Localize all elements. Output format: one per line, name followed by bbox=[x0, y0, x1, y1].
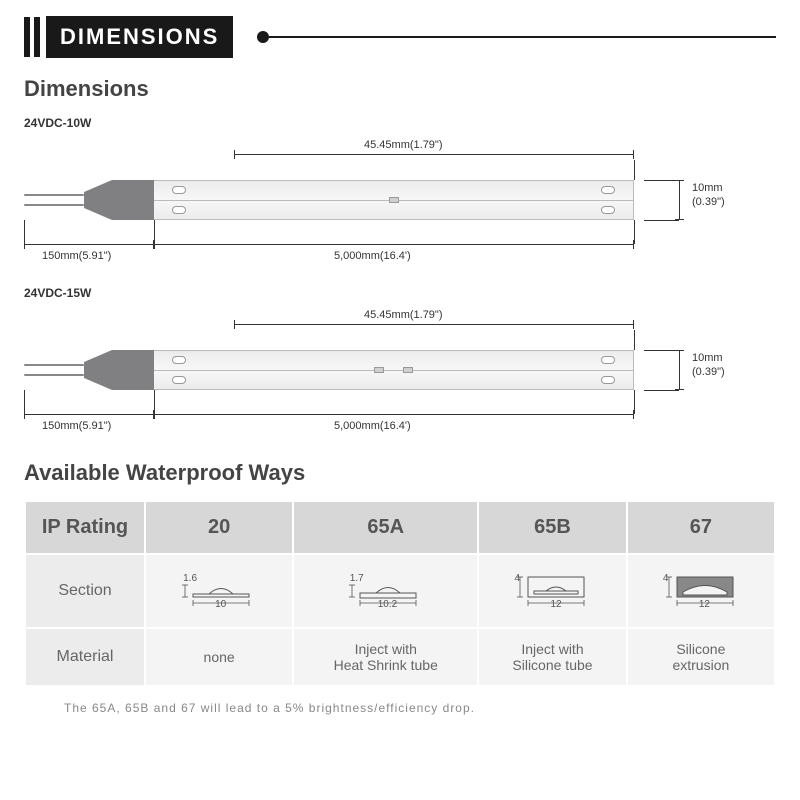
dim-h-1b: (0.39") bbox=[692, 196, 725, 208]
drawing-24vdc-10w: 45.45mm(1.79") 10mm (0.39") 150mm(5.91")… bbox=[24, 136, 764, 276]
section-title-waterproof: Available Waterproof Ways bbox=[24, 460, 776, 486]
dim-top-1: 45.45mm(1.79") bbox=[364, 139, 443, 151]
section-title-dimensions: Dimensions bbox=[24, 76, 776, 102]
header-bar: DIMENSIONS bbox=[24, 16, 776, 58]
cell-mat-20: none bbox=[145, 628, 293, 686]
cell-section-20: 1.6 10 bbox=[145, 554, 293, 628]
model-label-2: 24VDC-15W bbox=[24, 286, 776, 300]
header-line bbox=[269, 36, 776, 38]
th-20: 20 bbox=[145, 501, 293, 554]
header-dot bbox=[257, 31, 269, 43]
led-strip-body bbox=[154, 180, 634, 220]
cell-section-65b: 4 12 bbox=[478, 554, 627, 628]
table-row-section: Section 1.6 10 1.7 bbox=[25, 554, 775, 628]
cell-mat-67: Silicone extrusion bbox=[627, 628, 775, 686]
dim-lead-1: 150mm(5.91") bbox=[42, 250, 111, 262]
dim-top-2: 45.45mm(1.79") bbox=[364, 309, 443, 321]
th-65a: 65A bbox=[293, 501, 478, 554]
th-67: 67 bbox=[627, 501, 775, 554]
model-label-1: 24VDC-10W bbox=[24, 116, 776, 130]
th-65b: 65B bbox=[478, 501, 627, 554]
dim-h-1a: 10mm bbox=[692, 182, 723, 194]
dim-h-2b: (0.39") bbox=[692, 366, 725, 378]
cell-mat-65b: Inject with Silicone tube bbox=[478, 628, 627, 686]
table-header-row: IP Rating 20 65A 65B 67 bbox=[25, 501, 775, 554]
rowhead-material: Material bbox=[25, 628, 145, 686]
connector-icon bbox=[84, 180, 154, 220]
cell-section-65a: 1.7 10.2 bbox=[293, 554, 478, 628]
th-ip-rating: IP Rating bbox=[25, 501, 145, 554]
connector-icon bbox=[84, 350, 154, 390]
cell-section-67: 4 12 bbox=[627, 554, 775, 628]
header-badge: DIMENSIONS bbox=[46, 16, 233, 58]
drawing-24vdc-15w: 45.45mm(1.79") 10mm (0.39") 150mm(5.91")… bbox=[24, 306, 764, 446]
footnote: The 65A, 65B and 67 will lead to a 5% br… bbox=[64, 701, 776, 715]
dim-h-2a: 10mm bbox=[692, 352, 723, 364]
dim-lead-2: 150mm(5.91") bbox=[42, 420, 111, 432]
dim-len-2: 5,000mm(16.4') bbox=[334, 420, 411, 432]
cell-mat-65a: Inject with Heat Shrink tube bbox=[293, 628, 478, 686]
rowhead-section: Section bbox=[25, 554, 145, 628]
dim-len-1: 5,000mm(16.4') bbox=[334, 250, 411, 262]
led-strip-body bbox=[154, 350, 634, 390]
waterproof-table: IP Rating 20 65A 65B 67 Section 1.6 10 bbox=[24, 500, 776, 687]
table-row-material: Material none Inject with Heat Shrink tu… bbox=[25, 628, 775, 686]
header-stripes bbox=[24, 17, 40, 57]
